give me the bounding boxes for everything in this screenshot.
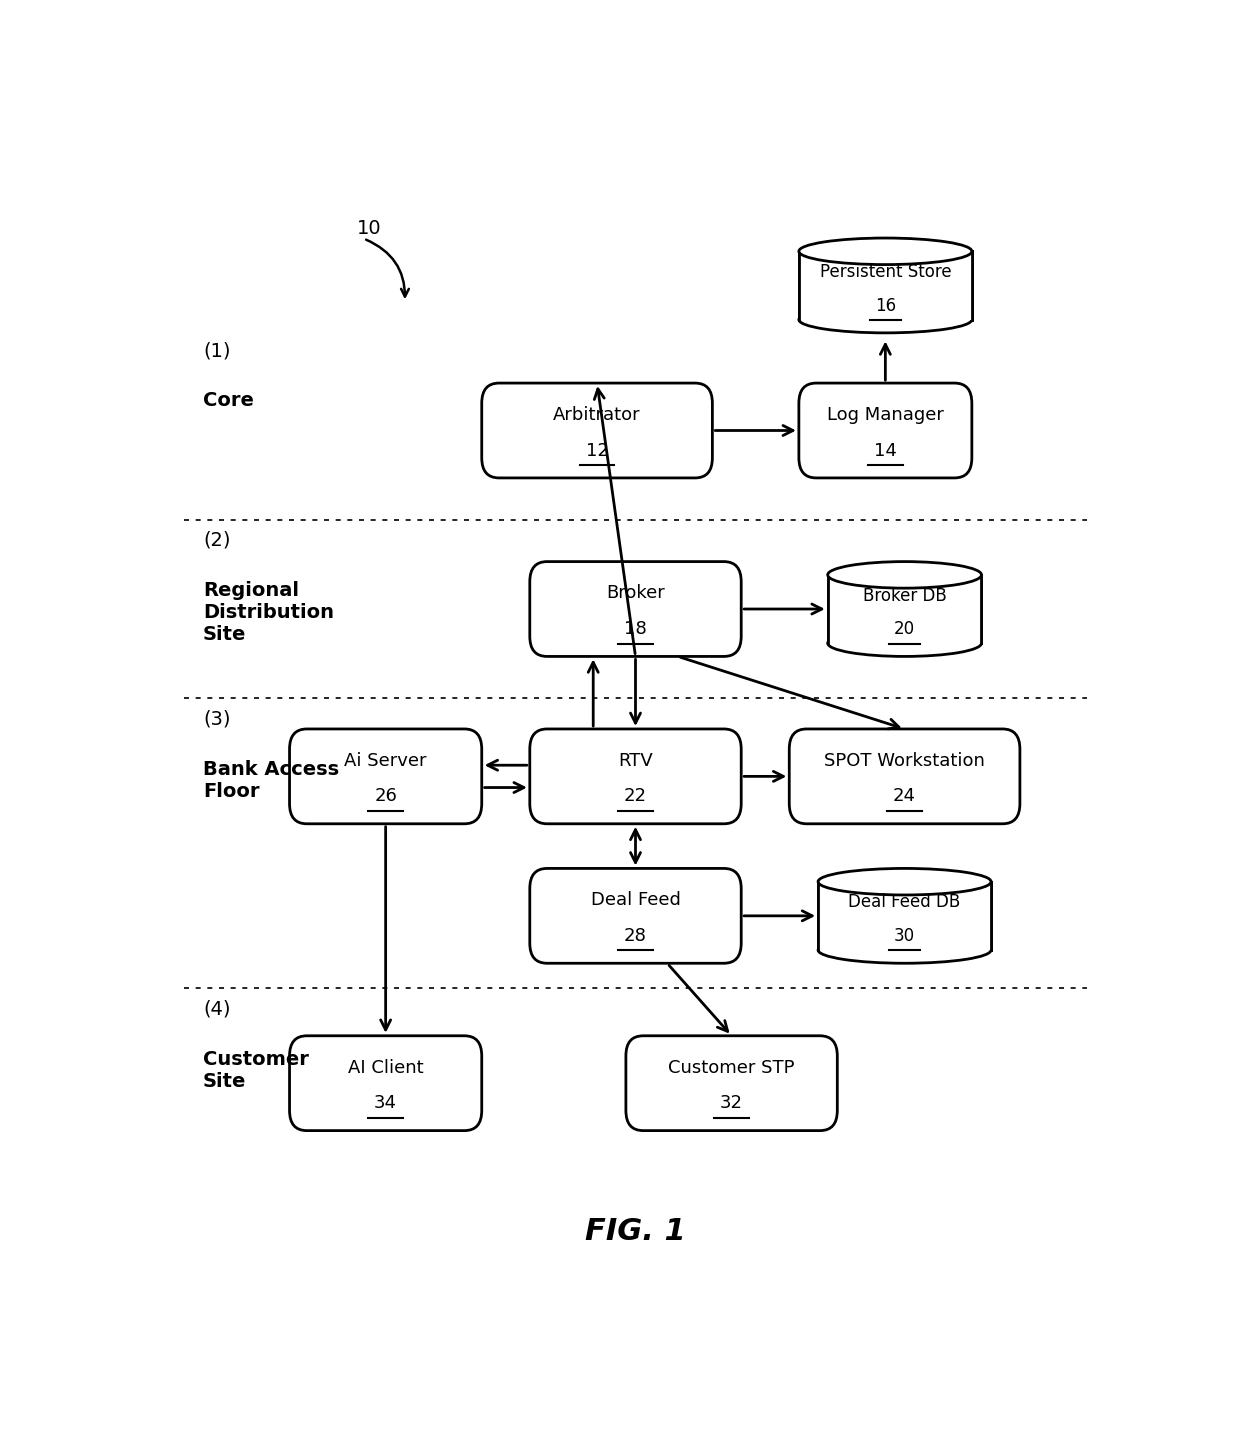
Text: (2): (2): [203, 530, 231, 551]
Text: 16: 16: [874, 297, 897, 314]
Text: (1): (1): [203, 342, 231, 361]
FancyBboxPatch shape: [799, 251, 972, 320]
Ellipse shape: [799, 306, 972, 333]
Ellipse shape: [799, 238, 972, 265]
FancyBboxPatch shape: [828, 575, 982, 643]
FancyArrowPatch shape: [366, 239, 409, 297]
Text: Customer STP: Customer STP: [668, 1059, 795, 1077]
Text: Arbitrator: Arbitrator: [553, 406, 641, 425]
FancyBboxPatch shape: [799, 383, 972, 478]
Ellipse shape: [828, 630, 982, 656]
Text: 18: 18: [624, 620, 647, 638]
FancyBboxPatch shape: [818, 881, 991, 951]
Text: Core: Core: [203, 391, 254, 410]
FancyBboxPatch shape: [481, 383, 713, 478]
Text: Log Manager: Log Manager: [827, 406, 944, 425]
Ellipse shape: [818, 868, 991, 895]
FancyBboxPatch shape: [529, 729, 742, 824]
FancyBboxPatch shape: [789, 729, 1019, 824]
FancyBboxPatch shape: [529, 562, 742, 656]
Text: FIG. 1: FIG. 1: [585, 1217, 686, 1246]
Text: 24: 24: [893, 787, 916, 806]
Text: 34: 34: [374, 1094, 397, 1113]
FancyBboxPatch shape: [626, 1036, 837, 1130]
Text: AI Client: AI Client: [348, 1059, 423, 1077]
Text: Customer
Site: Customer Site: [203, 1049, 309, 1091]
FancyBboxPatch shape: [289, 1036, 481, 1130]
Text: 14: 14: [874, 442, 897, 459]
Text: Deal Feed: Deal Feed: [590, 891, 681, 909]
Ellipse shape: [828, 562, 982, 588]
Text: 26: 26: [374, 787, 397, 806]
Ellipse shape: [818, 936, 991, 964]
Text: Persistent Store: Persistent Store: [820, 264, 951, 281]
Text: Regional
Distribution
Site: Regional Distribution Site: [203, 581, 334, 645]
Text: 12: 12: [585, 442, 609, 459]
Text: 30: 30: [894, 927, 915, 945]
Text: SPOT Workstation: SPOT Workstation: [825, 752, 985, 769]
Text: (3): (3): [203, 710, 231, 729]
Text: Ai Server: Ai Server: [345, 752, 427, 769]
Text: Deal Feed DB: Deal Feed DB: [848, 894, 961, 911]
Text: 28: 28: [624, 927, 647, 945]
Text: 32: 32: [720, 1094, 743, 1113]
Text: RTV: RTV: [618, 752, 653, 769]
Text: Bank Access
Floor: Bank Access Floor: [203, 759, 340, 801]
Text: (4): (4): [203, 1000, 231, 1019]
FancyBboxPatch shape: [289, 729, 481, 824]
Text: Broker DB: Broker DB: [863, 587, 946, 604]
Text: Broker: Broker: [606, 584, 665, 603]
FancyBboxPatch shape: [529, 868, 742, 964]
Text: 22: 22: [624, 787, 647, 806]
Text: 20: 20: [894, 620, 915, 638]
Text: 10: 10: [357, 219, 382, 238]
